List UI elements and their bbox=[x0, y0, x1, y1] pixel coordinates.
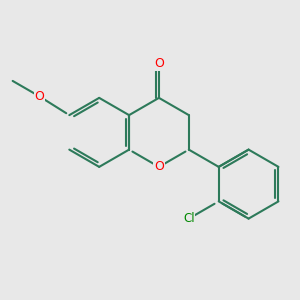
Text: O: O bbox=[34, 90, 44, 103]
Text: O: O bbox=[154, 160, 164, 173]
Text: O: O bbox=[154, 57, 164, 70]
Text: Cl: Cl bbox=[183, 212, 195, 225]
